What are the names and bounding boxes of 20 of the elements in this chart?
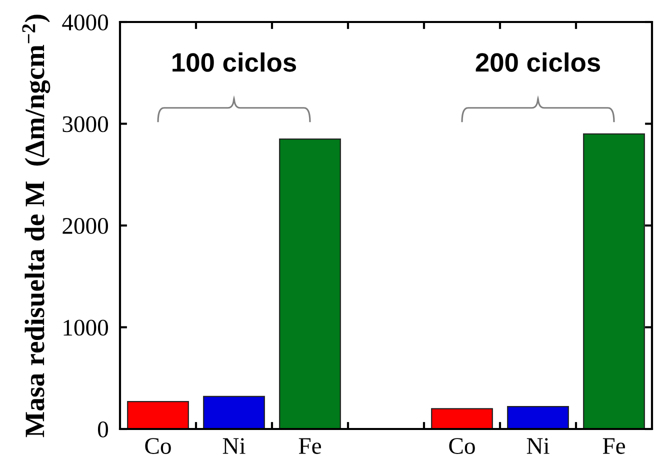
y-axis-title: Masa redisuelta de M (Δm/ngcm$^{−2}$) [22,14,50,438]
y-tick-label: 3000 [62,116,108,132]
x-tick-label: Fe [298,438,321,454]
bar [583,133,645,429]
x-tick-label: Fe [602,438,625,454]
bar [507,406,569,429]
y-tick-label: 2000 [62,218,108,234]
x-tick-label: Ni [526,438,550,454]
annotation: 200 ciclos [476,52,600,72]
y-tick-label: 1000 [64,320,108,336]
bar [127,400,189,429]
y-tick-label: 4000 [62,14,108,30]
bar [431,408,493,429]
bar [279,138,341,429]
y-tick-label: 0 [98,421,108,438]
x-tick-label: Ni [222,438,246,454]
bar [203,396,265,429]
x-tick-label: Co [449,438,475,454]
x-tick-label: Co [145,438,171,454]
annotation: 100 ciclos [172,52,296,72]
